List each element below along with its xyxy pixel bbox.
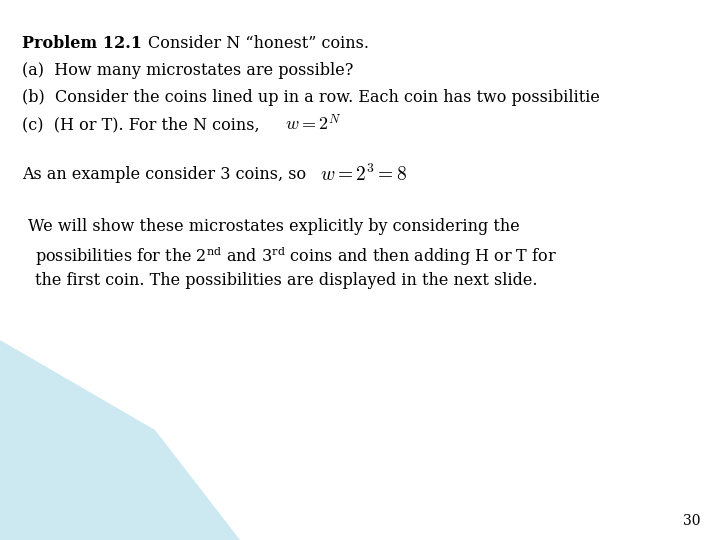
Text: (c)  (H or T). For the N coins,: (c) (H or T). For the N coins, bbox=[22, 116, 260, 133]
Text: 30: 30 bbox=[683, 514, 700, 528]
Text: Problem 12.1: Problem 12.1 bbox=[22, 35, 142, 52]
Text: possibilities for the 2$^{\mathregular{nd}}$ and 3$^{\mathregular{rd}}$ coins an: possibilities for the 2$^{\mathregular{n… bbox=[35, 245, 557, 268]
Text: As an example consider 3 coins, so: As an example consider 3 coins, so bbox=[22, 166, 306, 183]
Text: We will show these microstates explicitly by considering the: We will show these microstates explicitl… bbox=[28, 218, 520, 235]
Text: $w = 2^{3} = 8$: $w = 2^{3} = 8$ bbox=[320, 164, 408, 185]
Polygon shape bbox=[0, 340, 240, 540]
Text: $w = 2^{N}$: $w = 2^{N}$ bbox=[285, 114, 341, 134]
Text: the first coin. The possibilities are displayed in the next slide.: the first coin. The possibilities are di… bbox=[35, 272, 538, 289]
Text: (a)  How many microstates are possible?: (a) How many microstates are possible? bbox=[22, 62, 354, 79]
Text: (b)  Consider the coins lined up in a row. Each coin has two possibilitie: (b) Consider the coins lined up in a row… bbox=[22, 89, 600, 106]
Text: Consider N “honest” coins.: Consider N “honest” coins. bbox=[148, 35, 369, 52]
